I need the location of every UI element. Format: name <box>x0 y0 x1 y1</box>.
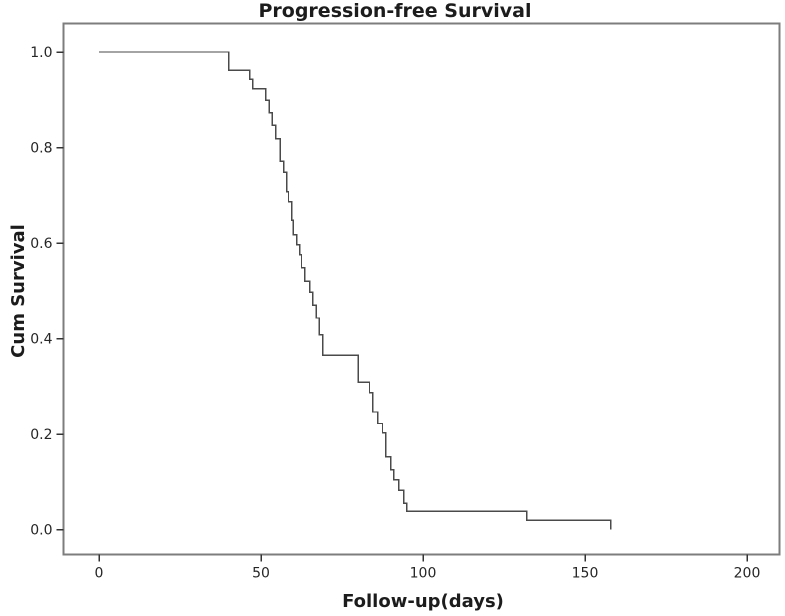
y-axis-title: Cum Survival <box>8 224 29 358</box>
y-tick-label: 0.8 <box>30 141 52 157</box>
x-tick-label: 0 <box>95 566 104 582</box>
axis-tick-labels: 0 50 100 150 200 0.0 0.2 0.4 0.6 0.8 1.0 <box>30 45 760 582</box>
x-tick-label: 200 <box>734 566 761 582</box>
y-tick-label: 0.4 <box>30 332 52 348</box>
x-tick-label: 50 <box>252 566 270 582</box>
x-tick-label: 150 <box>572 566 599 582</box>
y-tick-label: 0.6 <box>30 236 52 252</box>
chart-title: Progression-free Survival <box>258 0 531 22</box>
y-tick-label: 1.0 <box>30 45 52 61</box>
axis-tick-marks <box>56 51 748 562</box>
plot-frame <box>62 22 781 556</box>
survival-step-curve <box>99 51 612 530</box>
y-tick-label: 0.0 <box>30 523 52 539</box>
x-axis-title: Follow-up(days) <box>342 591 504 612</box>
x-tick-label: 100 <box>410 566 437 582</box>
y-tick-label: 0.2 <box>30 427 52 443</box>
